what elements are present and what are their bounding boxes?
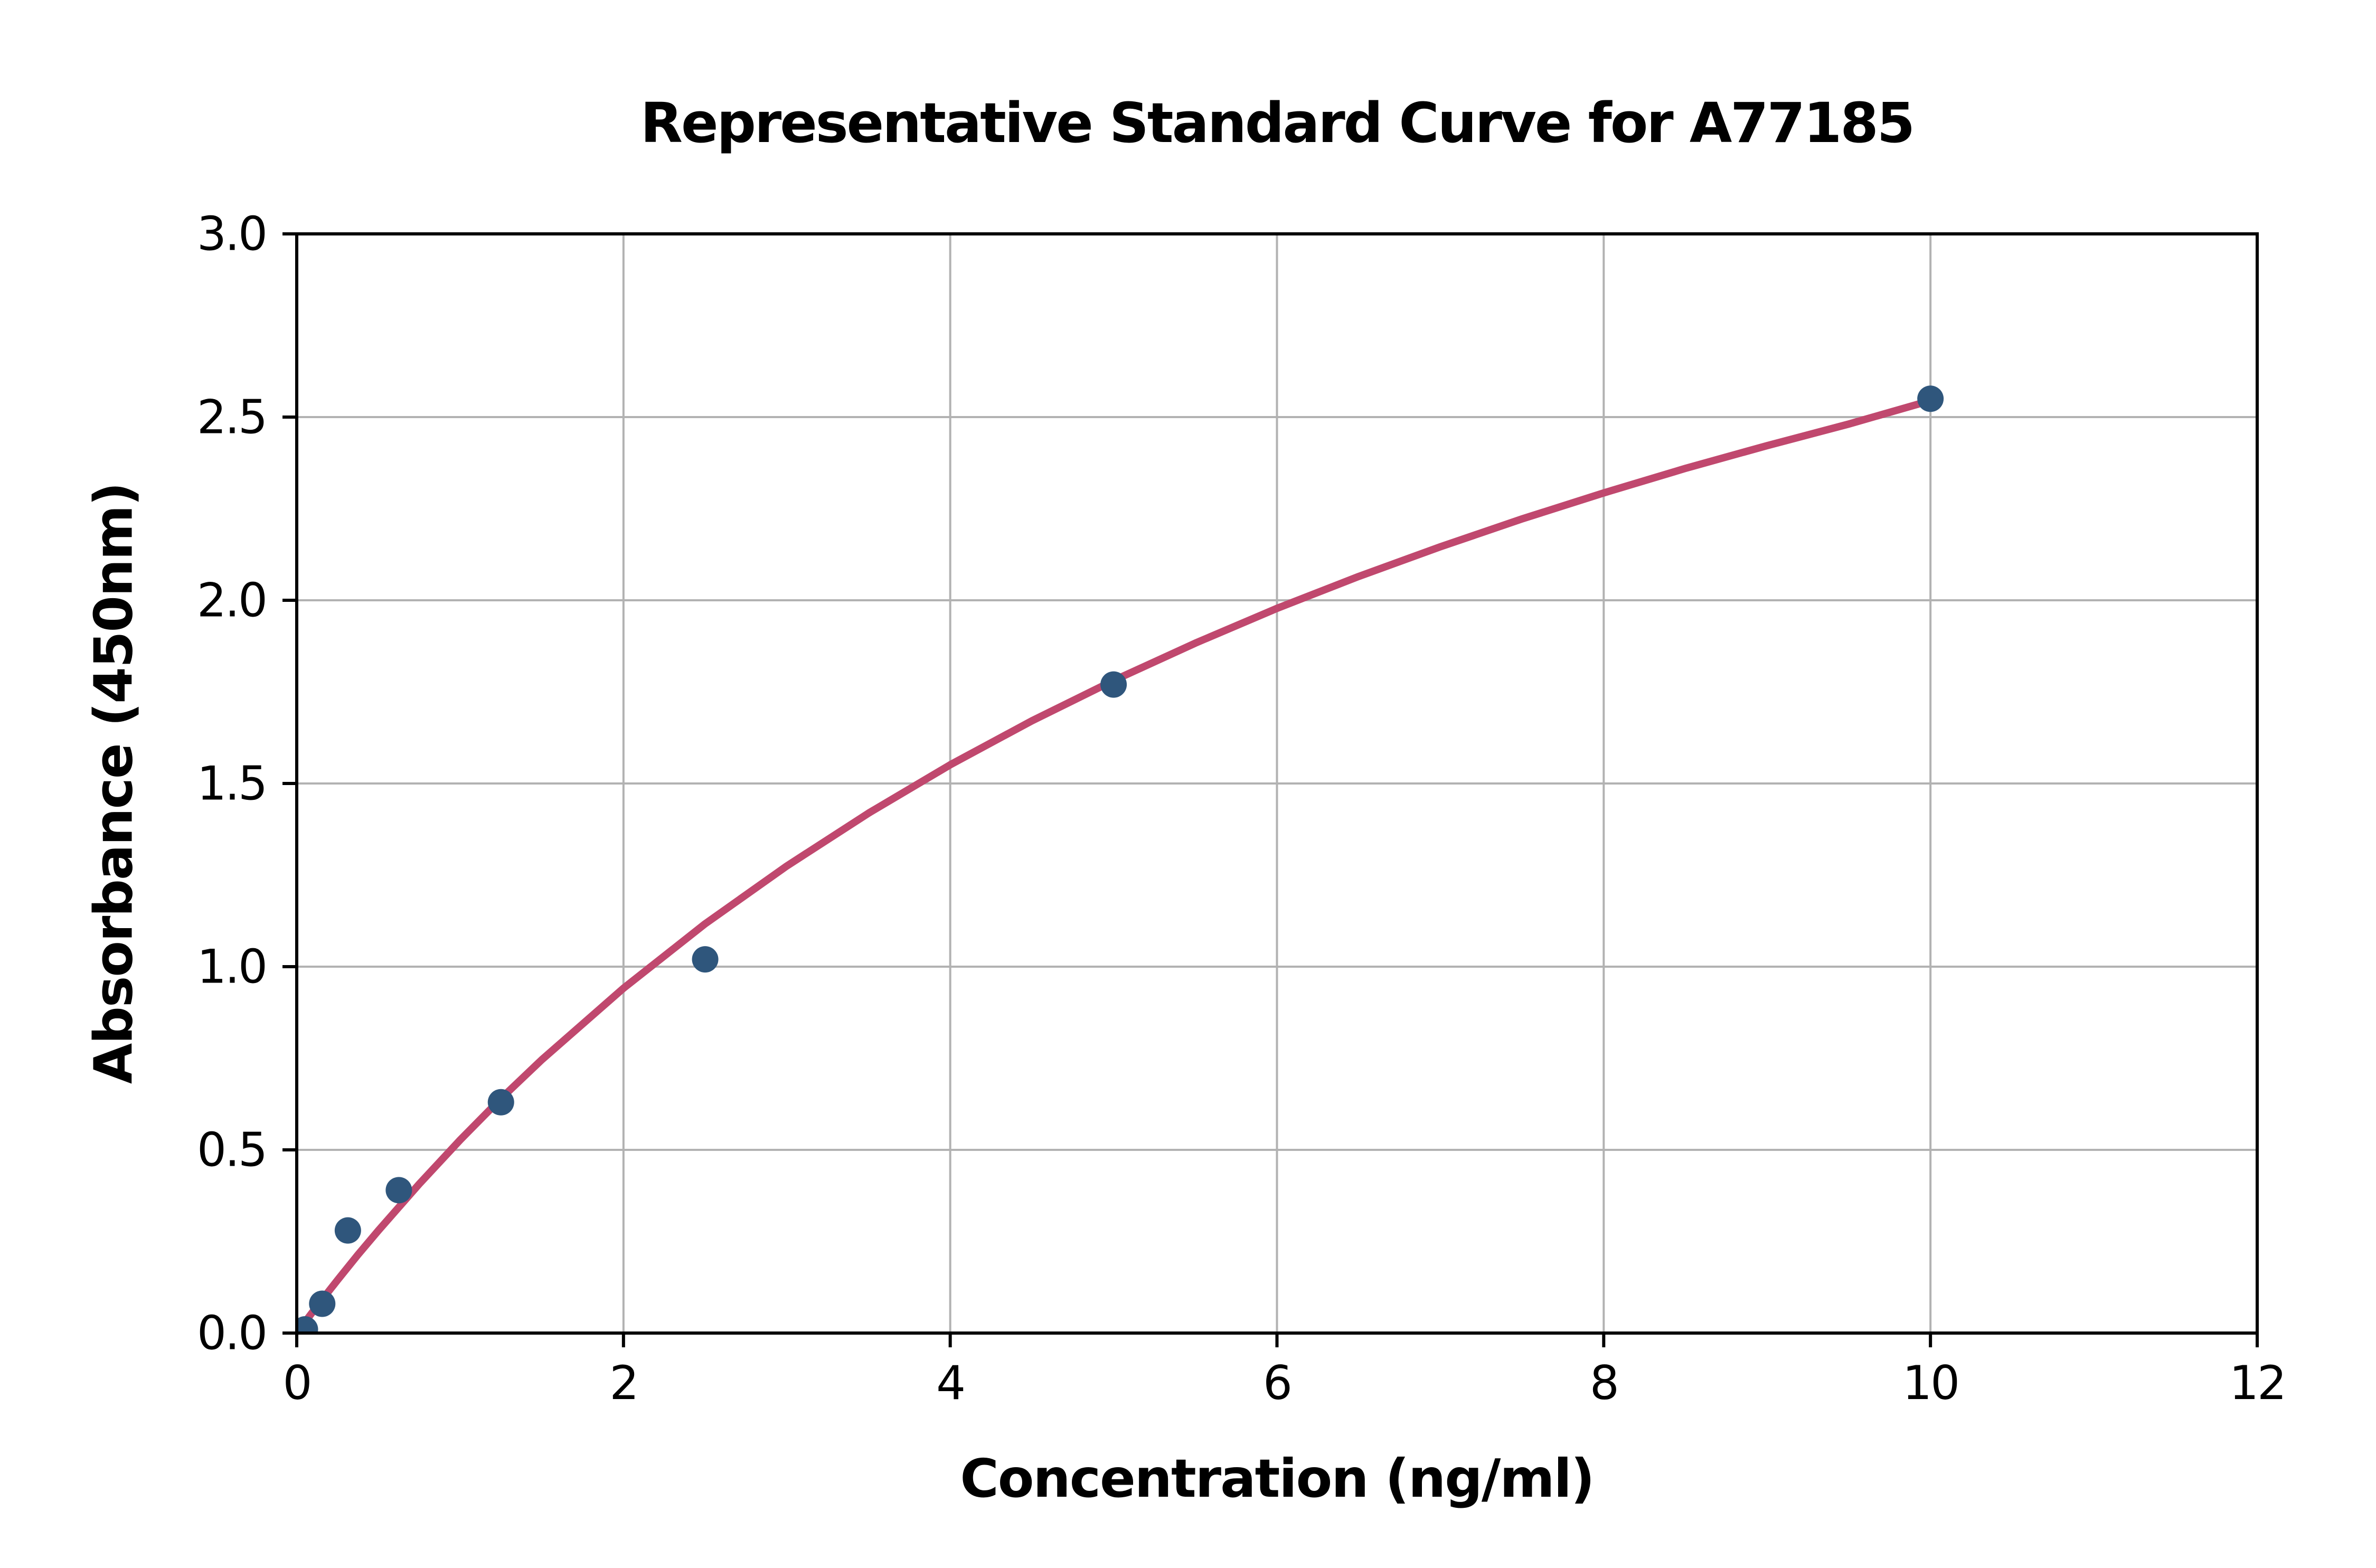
- y-tick-label: 1.0: [197, 940, 266, 994]
- y-tick-label: 0.0: [197, 1306, 266, 1361]
- standard-curve-line: [297, 396, 1935, 1333]
- data-point: [334, 1217, 361, 1244]
- x-tick-label: 4: [936, 1356, 964, 1410]
- data-point: [309, 1290, 336, 1317]
- y-tick-label: 3.0: [197, 207, 266, 261]
- y-tick-label: 2.5: [197, 390, 266, 445]
- x-tick-label: 0: [283, 1356, 311, 1410]
- y-axis-label: Absorbance (450nm): [82, 483, 145, 1084]
- data-point: [1100, 671, 1127, 698]
- x-axis-label: Concentration (ng/ml): [960, 1448, 1595, 1509]
- x-tick-label: 2: [609, 1356, 637, 1410]
- data-point: [487, 1089, 514, 1116]
- x-tick-label: 6: [1263, 1356, 1291, 1410]
- data-point: [1917, 385, 1944, 412]
- x-tick-label: 10: [1902, 1356, 1958, 1410]
- data-point: [385, 1177, 412, 1204]
- y-tick-label: 1.5: [197, 757, 266, 811]
- x-tick-label: 8: [1590, 1356, 1618, 1410]
- y-tick-label: 0.5: [197, 1123, 266, 1177]
- data-point: [297, 1316, 318, 1333]
- y-tick-label: 2.0: [197, 573, 266, 628]
- chart-title: Representative Standard Curve for A77185: [640, 91, 1915, 155]
- x-tick-label: 12: [2229, 1356, 2285, 1410]
- data-point: [692, 946, 719, 973]
